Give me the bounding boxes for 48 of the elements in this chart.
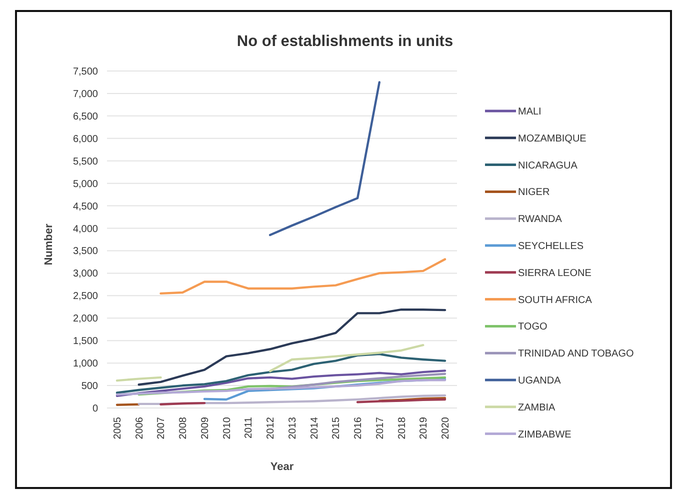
legend-label: NIGER	[518, 187, 550, 198]
x-tick-label: 2005	[112, 416, 124, 440]
y-tick-label: 2,500	[72, 291, 98, 302]
y-tick-label: 0	[92, 404, 98, 414]
x-tick-label: 2015	[331, 416, 342, 440]
legend-label: RWANDA	[518, 214, 562, 226]
legend-label: MALI	[518, 106, 542, 118]
x-tick-label: 2008	[178, 416, 190, 440]
x-tick-label: 2014	[309, 416, 320, 440]
y-tick-label: 500	[81, 381, 98, 392]
x-axis-title: Year	[270, 461, 294, 473]
legend-label: ZAMBIA	[518, 402, 556, 414]
y-tick-label: 3,000	[72, 268, 98, 280]
y-tick-label: 7,500	[72, 66, 98, 78]
x-tick-label: 2018	[396, 416, 408, 440]
legend-label: SIERRA LEONE	[518, 268, 592, 279]
y-tick-label: 5,500	[72, 156, 98, 168]
legend-label: SOUTH AFRICA	[518, 294, 592, 306]
legend-label: ZIMBABWE	[518, 429, 572, 440]
x-tick-label: 2009	[200, 416, 211, 440]
x-tick-label: 2007	[156, 416, 168, 440]
x-tick-label: 2020	[440, 416, 452, 440]
y-tick-label: 4,000	[72, 224, 98, 235]
chart-title: No of establishments in units	[236, 33, 454, 50]
x-tick-label: 2011	[244, 416, 255, 439]
legend-label: MOZAMBIQUE	[518, 133, 587, 144]
x-tick-label: 2016	[353, 416, 364, 440]
x-tick-label: 2006	[134, 416, 146, 440]
y-tick-label: 3,500	[72, 246, 98, 258]
legend-label: UGANDA	[518, 376, 562, 386]
y-tick-label: 5,000	[72, 178, 98, 190]
legend-label: SEYCHELLES	[518, 241, 584, 252]
y-tick-label: 1,000	[72, 358, 98, 370]
x-tick-label: 2012	[266, 416, 277, 440]
y-tick-label: 2,000	[72, 314, 98, 325]
y-tick-label: 4,500	[72, 201, 98, 212]
y-tick-label: 7,000	[72, 88, 98, 100]
x-tick-label: 2013	[287, 416, 298, 440]
x-tick-label: 2010	[222, 416, 233, 440]
legend-label: TOGO	[518, 322, 548, 333]
y-axis-title: Number	[43, 223, 55, 266]
y-tick-label: 6,500	[72, 111, 98, 122]
x-tick-label: 2019	[418, 416, 430, 440]
y-tick-label: 6,000	[72, 134, 98, 145]
legend-label: TRINIDAD AND TOBAGO	[518, 348, 634, 360]
x-tick-label: 2017	[374, 416, 386, 440]
legend-label: NICARAGUA	[518, 160, 578, 172]
y-tick-label: 1,500	[72, 336, 98, 348]
